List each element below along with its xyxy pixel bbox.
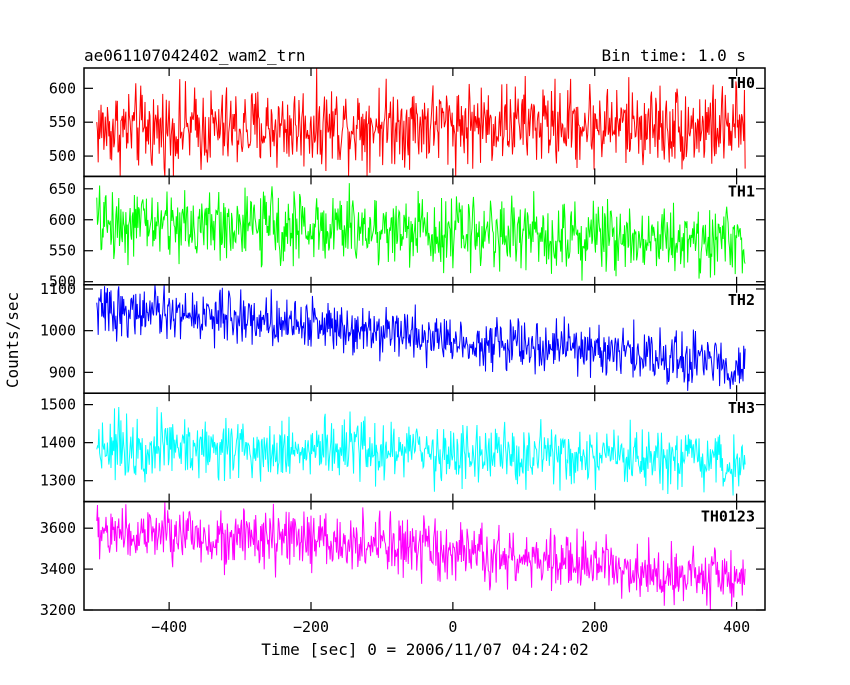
- y-tick-label: 1400: [40, 434, 76, 452]
- y-tick-label: 3200: [40, 601, 76, 619]
- y-tick-label: 3600: [40, 519, 76, 537]
- y-tick-label: 1300: [40, 472, 76, 490]
- y-tick-label: 1500: [40, 396, 76, 414]
- y-tick-label: 900: [49, 363, 76, 381]
- y-tick-label: 1100: [40, 280, 76, 298]
- panel-label-th0: TH0: [728, 74, 755, 92]
- y-tick-label: 500: [49, 147, 76, 165]
- panel-label-th1: TH1: [728, 182, 755, 200]
- panel-label-th2: TH2: [728, 291, 755, 309]
- x-tick-label: −400: [151, 618, 187, 636]
- y-axis-label: Counts/sec: [3, 292, 22, 388]
- x-tick-label: 400: [723, 618, 750, 636]
- panel-label-th3: TH3: [728, 399, 755, 417]
- series-line-th3: [96, 406, 746, 496]
- y-tick-label: 650: [49, 180, 76, 198]
- panel-frame-th0123: [83, 500, 766, 611]
- x-axis-label: Time [sec] 0 = 2006/11/07 04:24:02: [261, 640, 589, 659]
- x-tick-label: 200: [581, 618, 608, 636]
- series-line-th2: [96, 284, 746, 391]
- panels-group: 500 550 600 TH0 500 550 600 650 TH1 900 1000 1100 TH…: [40, 67, 766, 636]
- y-tick-label: 500: [49, 273, 76, 291]
- series-line-th1: [96, 183, 746, 281]
- y-tick-label: 3400: [40, 560, 76, 578]
- panel-label-th0123: TH0123: [701, 508, 755, 526]
- series-line-th0123: [96, 502, 746, 611]
- y-tick-label: 550: [49, 242, 76, 260]
- x-tick-label: 0: [448, 618, 457, 636]
- y-tick-label: 600: [49, 211, 76, 229]
- y-tick-label: 550: [49, 113, 76, 131]
- series-line-th0: [96, 67, 746, 177]
- y-tick-label: 1000: [40, 322, 76, 340]
- chart-title: ae061107042402_wam2_trn: [84, 46, 306, 65]
- y-tick-label: 600: [49, 79, 76, 97]
- x-tick-label: −200: [293, 618, 329, 636]
- bin-time-label: Bin time: 1.0 s: [602, 46, 747, 65]
